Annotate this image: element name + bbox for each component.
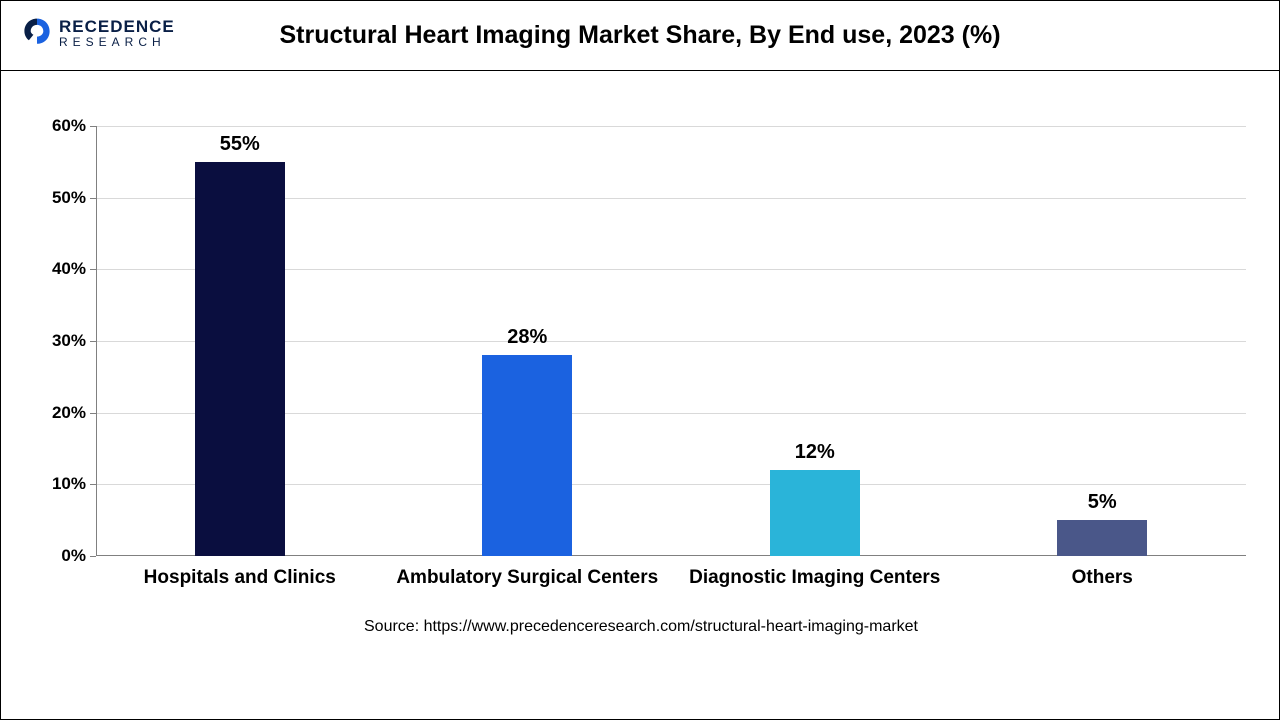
bar-value-label: 5% [962,491,1242,514]
bar-value-label: 12% [675,441,955,464]
logo-line2: RESEARCH [59,36,175,48]
plot: 0%10%20%30%40%50%60%55%Hospitals and Cli… [96,126,1246,556]
y-tick-mark [90,556,96,557]
category-label: Ambulatory Surgical Centers [387,566,667,590]
logo-icon [19,15,55,51]
y-axis [96,126,97,556]
logo: RECEDENCE RESEARCH [19,15,175,51]
category-label: Hospitals and Clinics [100,566,380,590]
bar-value-label: 28% [387,326,667,349]
header: RECEDENCE RESEARCH Structural Heart Imag… [1,1,1279,71]
source-text: Source: https://www.precedenceresearch.c… [21,618,1261,636]
y-tick-label: 0% [26,546,86,566]
logo-line1: RECEDENCE [59,18,175,35]
y-tick-label: 50% [26,188,86,208]
y-tick-label: 20% [26,403,86,423]
y-tick-label: 40% [26,259,86,279]
bar [770,470,860,556]
logo-text: RECEDENCE RESEARCH [59,18,175,48]
y-tick-label: 30% [26,331,86,351]
y-tick-label: 60% [26,116,86,136]
bar [482,355,572,556]
chart-title: Structural Heart Imaging Market Share, B… [1,21,1279,50]
bar [1057,520,1147,556]
bar-value-label: 55% [100,133,380,156]
chart-container: RECEDENCE RESEARCH Structural Heart Imag… [0,0,1280,720]
category-label: Diagnostic Imaging Centers [675,566,955,590]
y-tick-label: 10% [26,474,86,494]
gridline [96,126,1246,127]
chart-area: 0% 10% 20% 30% 40% 50% 60% 55% Hospitals and Cli… [21,91,1261,651]
bar [195,162,285,556]
category-label: Others [962,566,1242,590]
